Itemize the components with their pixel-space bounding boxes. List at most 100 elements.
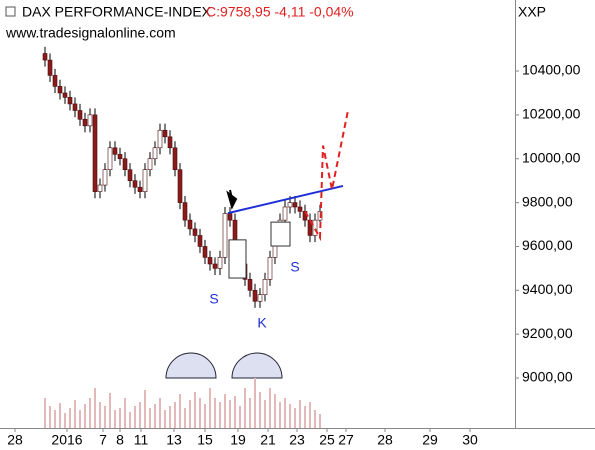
volume-bar (199, 398, 201, 428)
x-tick-label: 25 (319, 432, 335, 448)
volume-bar (289, 404, 291, 428)
volume-bar (284, 398, 286, 428)
candle-body (42, 53, 48, 61)
x-tick-label: 21 (260, 432, 276, 448)
candle-body (292, 202, 298, 208)
x-tick-label: 19 (230, 432, 246, 448)
candle-body (57, 86, 63, 94)
pattern-box (270, 221, 291, 247)
candle-body (152, 147, 158, 160)
candle-body (227, 213, 233, 221)
candle-body (297, 206, 303, 212)
candle-body (112, 147, 118, 155)
volume-arc (165, 352, 217, 379)
trendline (227, 184, 344, 215)
candle-body (257, 294, 263, 302)
candle-body (187, 219, 193, 230)
volume-bar (174, 402, 176, 428)
candle-body (142, 169, 148, 192)
volume-bar (109, 393, 111, 428)
volume-bar (169, 406, 171, 428)
volume-bar (154, 404, 156, 428)
volume-bar (254, 378, 256, 428)
volume-bar (269, 388, 271, 428)
x-tick-label: 23 (289, 432, 305, 448)
candle-body (107, 147, 113, 171)
volume-bar (294, 408, 296, 428)
volume-bar (224, 394, 226, 428)
volume-bar (64, 413, 66, 428)
x-tick-label: 7 (99, 432, 107, 448)
x-tick-label: 13 (166, 432, 182, 448)
candle-body (92, 114, 98, 192)
volume-bar (194, 392, 196, 428)
x-tick-label: 11 (134, 432, 149, 448)
y-tick-label: 10000,00 (522, 149, 581, 165)
axis-label: XXP (518, 4, 546, 20)
y-tick-label: 9200,00 (522, 325, 573, 341)
candle-body (127, 169, 133, 181)
candle-body (117, 154, 123, 160)
volume-bar (279, 402, 281, 428)
volume-bar (239, 406, 241, 428)
candle-body (172, 147, 178, 171)
x-tick-label: 2016 (51, 432, 82, 448)
volume-bar (179, 394, 181, 428)
candle-body (62, 92, 68, 98)
volume-bar (114, 410, 116, 428)
volume-bar (209, 388, 211, 428)
volume-bar (159, 398, 161, 428)
volume-bar (299, 400, 301, 428)
candle-body (282, 206, 288, 221)
x-tick-label: 29 (422, 432, 438, 448)
volume-bar (94, 388, 96, 428)
arrow (226, 189, 238, 210)
candle-body (82, 118, 88, 127)
candle-body (287, 202, 293, 208)
volume-bar (134, 406, 136, 428)
volume-bar (244, 388, 246, 428)
candle-body (77, 110, 83, 120)
volume-bar (309, 402, 311, 428)
volume-bar (129, 412, 131, 428)
y-tick-label: 9400,00 (522, 281, 573, 297)
source: www.tradesignalonline.com (5, 25, 176, 41)
candle-body (217, 257, 223, 269)
volume-bar (124, 398, 126, 428)
x-tick-label: 30 (462, 432, 478, 448)
chart-subtitle: C:9758,95 -4,11 -0,04% (206, 4, 354, 20)
y-tick-label: 9000,00 (522, 369, 573, 385)
volume-bar (219, 402, 221, 428)
candle-body (122, 158, 128, 171)
y-tick-label: 10400,00 (522, 62, 581, 78)
volume-bar (164, 410, 166, 428)
volume-bar (149, 408, 151, 428)
volume-bar (274, 394, 276, 428)
volume-bar (249, 398, 251, 428)
candle-body (312, 219, 318, 236)
candle-body (182, 202, 188, 221)
candle-body (87, 114, 93, 127)
volume-bar (304, 406, 306, 428)
candle-body (67, 97, 73, 105)
volume-bar (229, 400, 231, 428)
volume-bar (49, 406, 51, 428)
y-tick-label: 10200,00 (522, 106, 581, 122)
x-tick-label: 28 (7, 432, 23, 448)
candle-body (212, 263, 218, 269)
candle-body (102, 169, 108, 186)
pattern-label: S (290, 259, 299, 275)
volume-bar (214, 398, 216, 428)
volume-bar (319, 414, 321, 428)
y-tick-label: 9600,00 (522, 237, 573, 253)
volume-arc (231, 352, 283, 379)
candle-body (52, 75, 58, 87)
volume-bar (44, 398, 46, 428)
volume-bar (119, 408, 121, 428)
candle-body (247, 279, 253, 291)
volume-bar (264, 400, 266, 428)
volume-bar (69, 408, 71, 428)
candle-body (202, 246, 208, 258)
candle-body (197, 235, 203, 247)
